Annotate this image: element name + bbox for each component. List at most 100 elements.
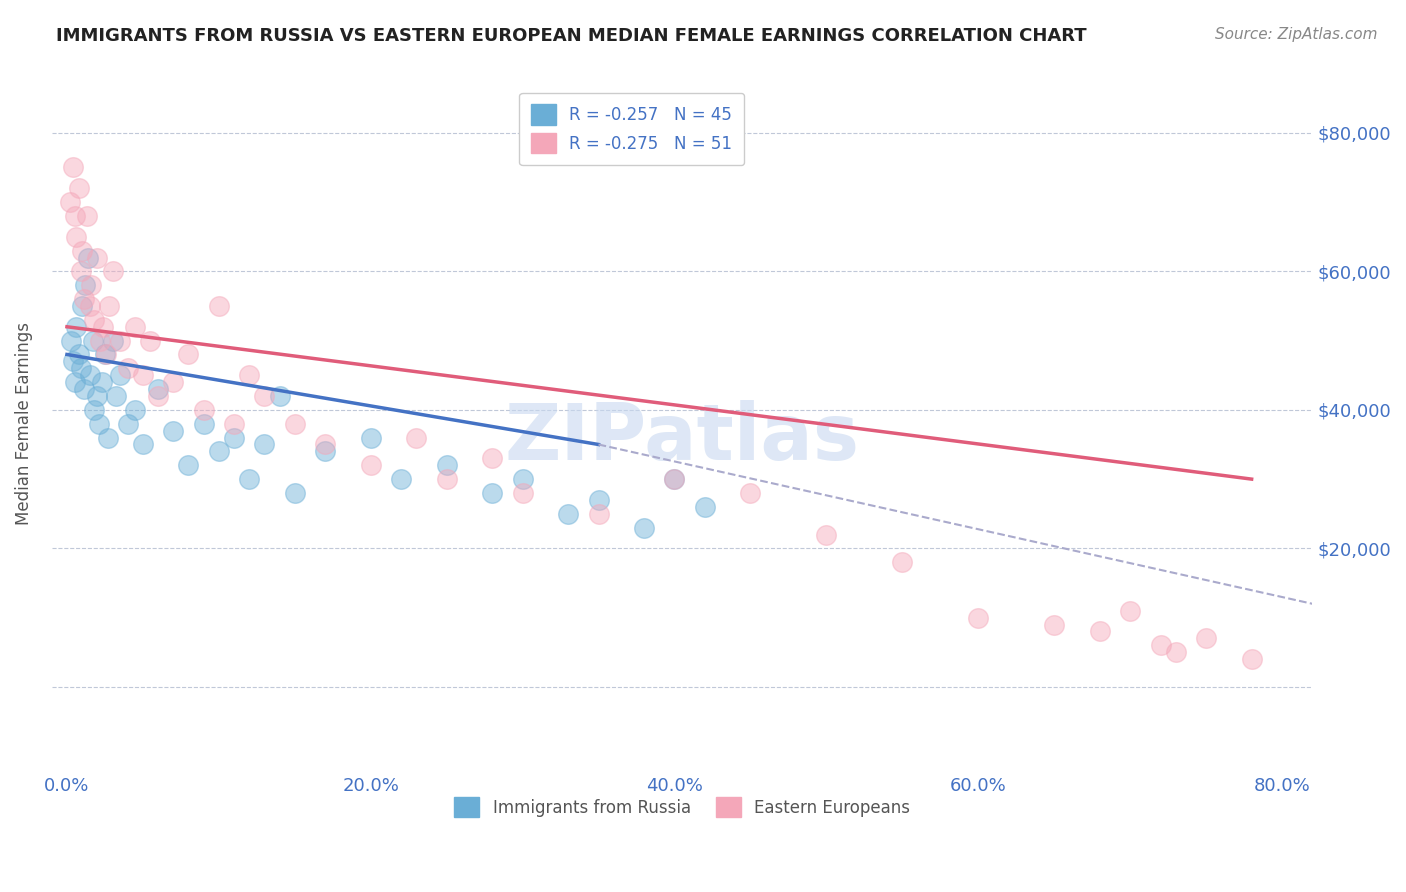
Point [132, 437, 155, 451]
Point [222, 417, 245, 431]
Point [815, 527, 838, 541]
Point [80, 278, 103, 293]
Point [1088, 624, 1111, 639]
Point [62, 354, 84, 368]
Point [65, 319, 87, 334]
Point [588, 507, 610, 521]
Point [96, 347, 118, 361]
Point [70, 244, 93, 258]
Point [891, 555, 914, 569]
Point [89, 334, 111, 348]
Point [314, 437, 336, 451]
Point [79, 299, 101, 313]
Point [1240, 652, 1263, 666]
Point [62, 161, 84, 175]
Point [69, 264, 91, 278]
Point [86, 389, 108, 403]
Y-axis label: Median Female Earnings: Median Female Earnings [15, 322, 32, 525]
Text: Source: ZipAtlas.com: Source: ZipAtlas.com [1215, 27, 1378, 42]
Point [72, 382, 94, 396]
Point [93, 319, 115, 334]
Point [97, 431, 120, 445]
Point [740, 486, 762, 500]
Point [238, 368, 260, 383]
Point [360, 458, 382, 473]
Point [63, 375, 86, 389]
Point [124, 319, 146, 334]
Point [208, 299, 231, 313]
Point [389, 472, 412, 486]
Point [664, 472, 686, 486]
Point [481, 486, 503, 500]
Point [79, 368, 101, 383]
Point [63, 209, 86, 223]
Point [693, 500, 716, 514]
Point [86, 251, 108, 265]
Point [238, 472, 260, 486]
Point [59, 195, 82, 210]
Legend: Immigrants from Russia, Eastern Europeans: Immigrants from Russia, Eastern European… [447, 790, 917, 824]
Point [108, 334, 131, 348]
Text: IMMIGRANTS FROM RUSSIA VS EASTERN EUROPEAN MEDIAN FEMALE EARNINGS CORRELATION CH: IMMIGRANTS FROM RUSSIA VS EASTERN EUROPE… [56, 27, 1087, 45]
Point [82, 334, 104, 348]
Point [512, 472, 534, 486]
Point [177, 347, 200, 361]
Point [67, 347, 90, 361]
Point [314, 444, 336, 458]
Point [557, 507, 579, 521]
Point [588, 492, 610, 507]
Point [69, 361, 91, 376]
Point [83, 402, 105, 417]
Point [124, 402, 146, 417]
Point [436, 472, 458, 486]
Point [193, 402, 215, 417]
Point [75, 278, 97, 293]
Point [117, 361, 139, 376]
Point [284, 417, 307, 431]
Point [90, 375, 112, 389]
Text: ZIPatlas: ZIPatlas [505, 400, 859, 475]
Point [101, 264, 124, 278]
Point [70, 299, 93, 313]
Point [146, 382, 169, 396]
Point [60, 334, 83, 348]
Point [253, 437, 276, 451]
Point [1164, 645, 1187, 659]
Point [222, 431, 245, 445]
Point [633, 520, 655, 534]
Point [83, 313, 105, 327]
Point [405, 431, 427, 445]
Point [162, 424, 184, 438]
Point [208, 444, 231, 458]
Point [481, 451, 503, 466]
Point [101, 334, 124, 348]
Point [177, 458, 200, 473]
Point [1119, 604, 1142, 618]
Point [146, 389, 169, 403]
Point [253, 389, 276, 403]
Point [512, 486, 534, 500]
Point [77, 251, 100, 265]
Point [72, 292, 94, 306]
Point [1195, 632, 1218, 646]
Point [67, 181, 90, 195]
Point [436, 458, 458, 473]
Point [117, 417, 139, 431]
Point [108, 368, 131, 383]
Point [1043, 617, 1066, 632]
Point [360, 431, 382, 445]
Point [87, 417, 110, 431]
Point [98, 299, 121, 313]
Point [132, 368, 155, 383]
Point [104, 389, 127, 403]
Point [967, 610, 990, 624]
Point [76, 209, 98, 223]
Point [664, 472, 686, 486]
Point [162, 375, 184, 389]
Point [269, 389, 291, 403]
Point [94, 347, 117, 361]
Point [65, 229, 87, 244]
Point [193, 417, 215, 431]
Point [139, 334, 162, 348]
Point [284, 486, 307, 500]
